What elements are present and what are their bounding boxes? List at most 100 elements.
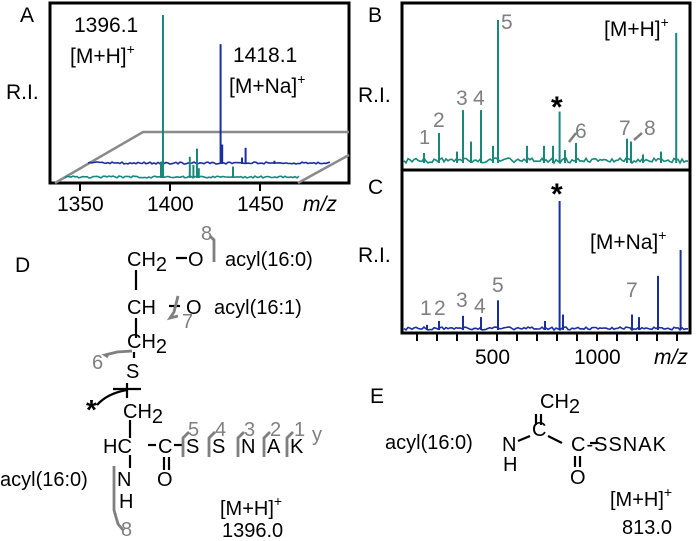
residue-n: N: [241, 436, 256, 458]
panel-a-tick-1450: 1450: [237, 193, 284, 216]
peptide-tail: C-SSNAK: [571, 434, 667, 456]
amide-h: H: [119, 491, 134, 513]
ion-charge: +: [297, 71, 306, 87]
panel-b-frag-8: 8: [644, 117, 656, 140]
panel-c-star: *: [551, 178, 563, 211]
ion-charge: +: [660, 14, 669, 30]
ch-glycerol: CH: [127, 297, 156, 319]
y-frag-4: 4: [215, 419, 227, 441]
panel-b-label: B: [368, 4, 383, 27]
acyl-16-0-ester: acyl(16:0): [225, 249, 313, 271]
panel-c-label: C: [368, 176, 384, 199]
panel-b-leader-6: [568, 132, 577, 143]
ester-o-2: O: [186, 297, 202, 319]
y-frag-2: 2: [270, 419, 282, 441]
panel-a-ticks: [79, 183, 261, 191]
ion-text: [M+H]: [610, 489, 664, 511]
y-frag-5: 5: [188, 419, 200, 441]
panel-a-tick-1400: 1400: [147, 193, 194, 216]
ion-text: [M+H]: [604, 18, 661, 41]
panel-a-x-label: m/z: [303, 193, 337, 216]
subscript: 2: [155, 336, 168, 358]
carbonyl-o: O: [570, 467, 586, 489]
panel-d-bonds: [96, 256, 187, 470]
frag-6: 6: [92, 352, 104, 374]
ion-text: [M+Na]: [590, 231, 659, 254]
frag-8-top: 8: [201, 223, 213, 245]
carbonyl-o: O: [157, 469, 173, 491]
panel-b-frag-2: 2: [433, 109, 445, 132]
subscript: 2: [151, 406, 164, 428]
panel-b-leader-8: [633, 132, 643, 141]
panel-a-back-plane: [54, 130, 349, 185]
panel-c-tick-1000: 1000: [574, 346, 621, 369]
panel-c-x-label: m/z: [654, 346, 688, 369]
panel-b-frag-5: 5: [501, 11, 513, 34]
panel-b-frag-6: 6: [575, 120, 587, 143]
ch2-glycerol-3: CH2: [127, 332, 167, 357]
panel-e-label: E: [370, 385, 385, 408]
panel-b-star: *: [551, 91, 563, 124]
panel-b-ion: [M+H]+: [604, 15, 669, 40]
panel-b-y-label: R.I.: [358, 84, 391, 107]
panel-c-frag-2: 2: [434, 297, 446, 320]
panel-d-fragment-brackets: [101, 235, 294, 531]
residue-s2: S: [212, 436, 226, 458]
panel-c-frame: [400, 168, 692, 335]
residue-k: K: [290, 436, 304, 458]
panel-b-frag-1: 1: [419, 127, 431, 149]
y-frag-3: 3: [244, 419, 256, 441]
panel-e-ion: [M+H]+: [610, 485, 672, 510]
panel-e-bonds: [517, 414, 598, 467]
atom: CH: [127, 331, 156, 353]
panel-c-ion: [M+Na]+: [590, 228, 666, 253]
cleavage-star: *: [86, 394, 97, 425]
frag-7: 7: [182, 311, 194, 333]
panel-a-plane-edge: [297, 153, 350, 185]
panel-a-label: A: [20, 4, 35, 27]
panel-c-frag-1: 1: [420, 297, 432, 320]
panel-a-mna-baseline: [87, 161, 331, 165]
ion-charge: +: [126, 41, 135, 57]
panel-b-frag-4: 4: [473, 87, 485, 110]
alpha-carbon: HC: [103, 436, 132, 458]
ion-text: [M+H]: [70, 45, 127, 68]
panel-c-frag-4: 4: [474, 295, 486, 318]
ion-charge: +: [663, 484, 673, 500]
panel-a-mna-mass: 1418.1: [233, 44, 298, 67]
panel-a-mh-baseline: [64, 175, 300, 179]
ester-o-1: O: [188, 249, 204, 271]
ch2-glycerol-1: CH2: [127, 250, 167, 275]
y-frag-1: 1: [294, 419, 306, 441]
panel-c-y-label: R.I.: [358, 244, 391, 267]
vinyl-c: C: [532, 419, 547, 441]
panel-e-mass: 813.0: [622, 517, 673, 539]
atom: CH: [123, 401, 152, 423]
panel-c-frag-7: 7: [626, 279, 638, 302]
panel-c-frag-3: 3: [456, 289, 468, 312]
amide-h: H: [503, 454, 518, 476]
panel-a-frame: [48, 1, 351, 185]
atom: CH: [540, 391, 569, 413]
panel-a-tick-1350: 1350: [57, 193, 104, 216]
panel-c-tick-500: 500: [475, 346, 511, 369]
ion-text: [M+H]: [220, 498, 274, 520]
amide-n: N: [117, 469, 132, 491]
ion-charge: +: [273, 493, 283, 509]
thioether-s: S: [126, 361, 140, 383]
panel-a-y-label: R.I.: [6, 81, 39, 104]
subscript: 2: [155, 254, 168, 276]
panel-c-frag-5: 5: [492, 274, 504, 297]
frag-8-bottom: 8: [121, 519, 133, 541]
atom: CH: [127, 249, 156, 271]
ion-charge: +: [658, 227, 667, 243]
methylene-ch2: CH2: [540, 392, 580, 417]
panel-b-frag-3: 3: [456, 87, 468, 110]
panel-a-mna-ion: [M+Na]+: [229, 72, 305, 97]
panel-b-frag-7: 7: [619, 117, 631, 140]
ch2-cys: CH2: [123, 402, 163, 427]
amide-n: N: [502, 434, 517, 456]
acyl-16-1-ester: acyl(16:1): [214, 297, 302, 319]
